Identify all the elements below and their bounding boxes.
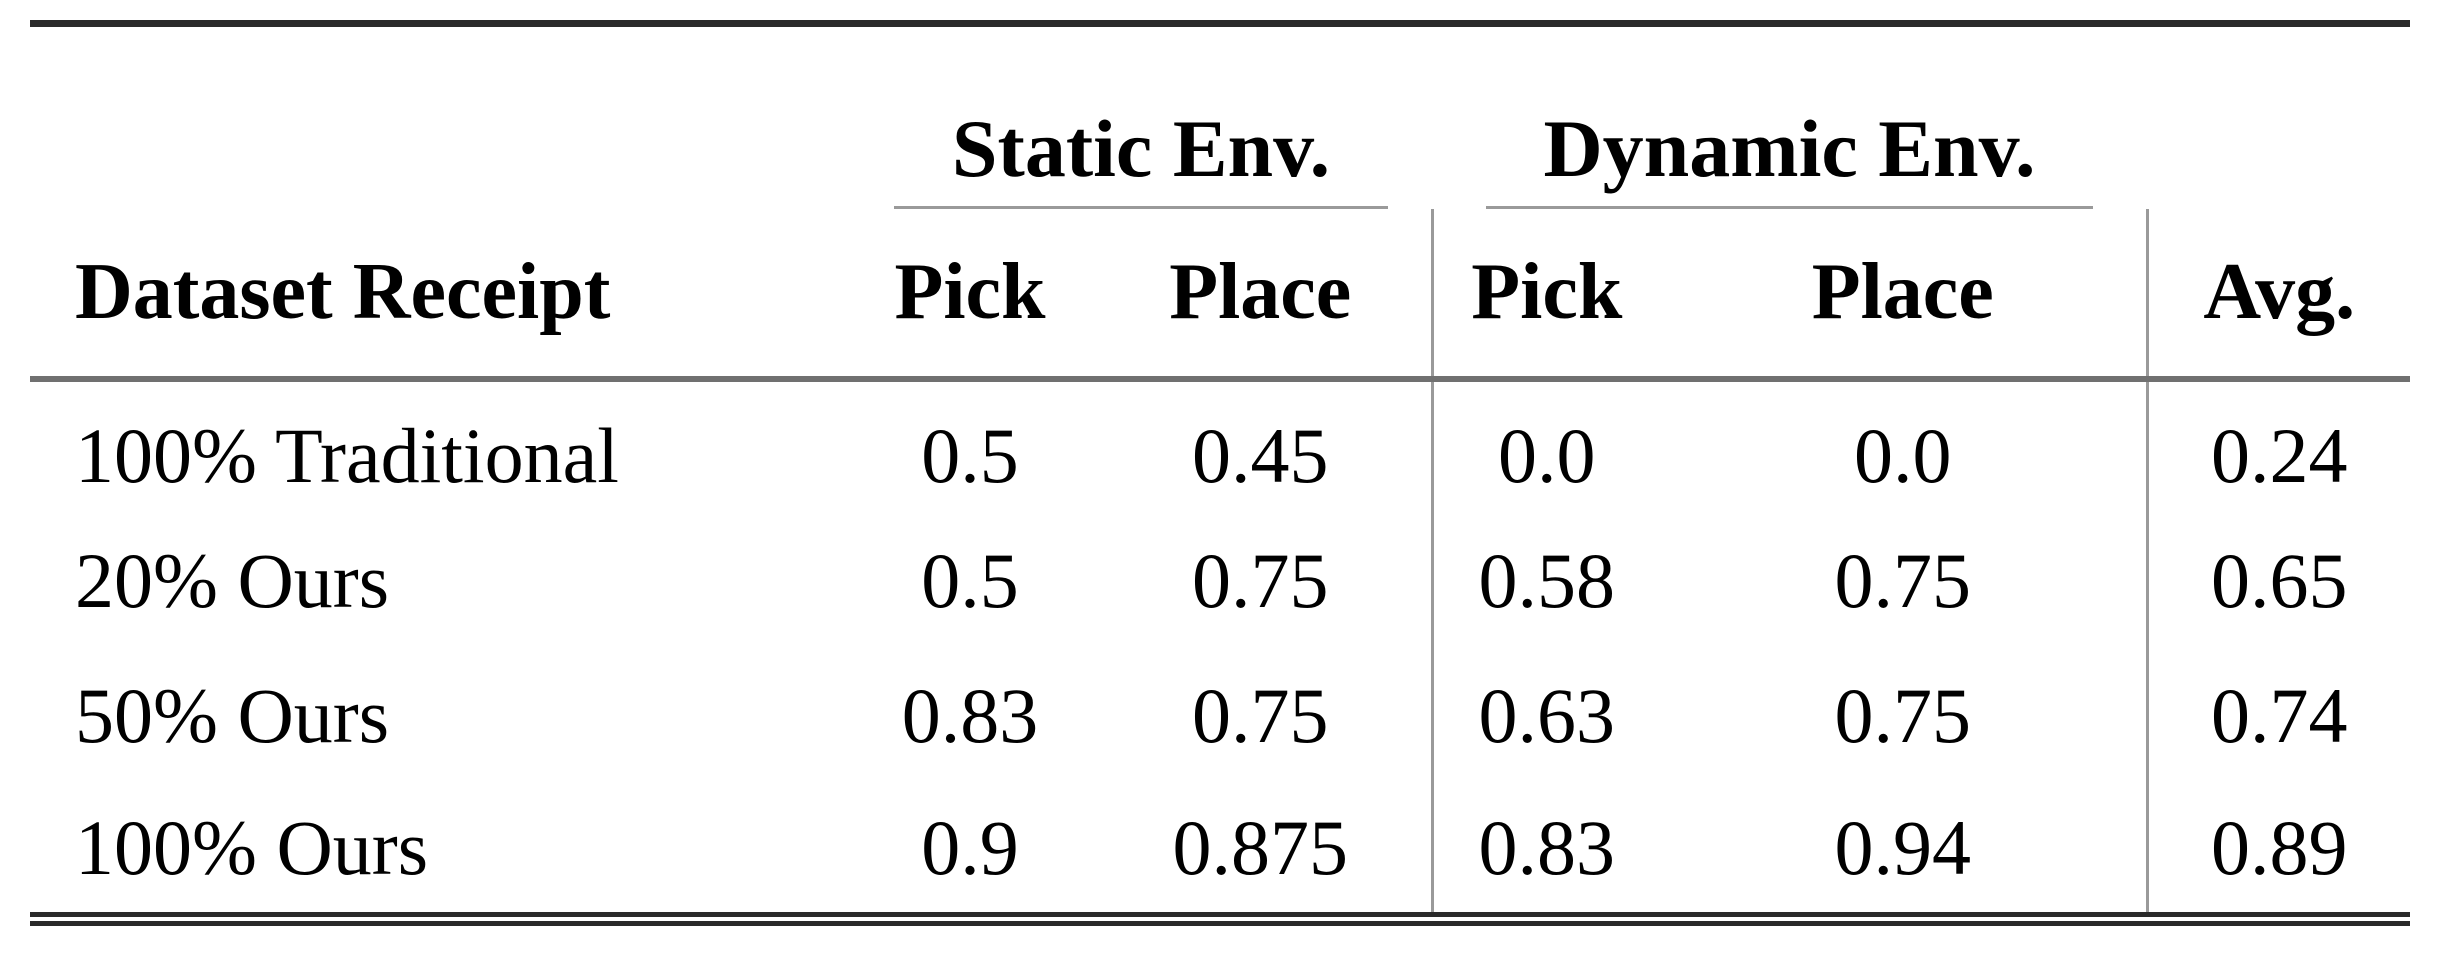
cell-dynamic-place: 0.75 <box>1834 537 1972 624</box>
table-row: 20% Ours 0.5 0.75 0.58 0.75 0.65 <box>30 513 2411 649</box>
group-header-static-env: Static Env. <box>893 107 1389 209</box>
cell-dynamic-place: 0.0 <box>1854 411 1952 499</box>
cell-static-place: 0.75 <box>1192 537 1329 624</box>
cell-static-place: 0.75 <box>1192 672 1329 759</box>
header-dataset-receipt: Dataset Receipt <box>30 208 850 382</box>
group-header-spacer-avg <box>2147 24 2410 209</box>
cell-dynamic-place: 0.94 <box>1660 783 2148 926</box>
table-row: 100% Ours 0.9 0.875 0.83 0.94 0.89 <box>30 783 2411 926</box>
group-header-dynamic-env: Dynamic Env. <box>1485 107 2094 209</box>
column-header-row: Dataset Receipt Pick Place Pick Place Av… <box>30 208 2411 382</box>
header-static-pick: Pick <box>850 208 1090 382</box>
cell-static-place: 0.875 <box>1090 783 1433 926</box>
header-dynamic-place: Place <box>1660 208 2148 382</box>
cell-dataset: 50% Ours <box>75 672 390 759</box>
table-row: 100% Traditional 0.5 0.45 0.0 0.0 0.24 <box>30 378 2411 514</box>
cell-static-pick: 0.83 <box>901 672 1039 759</box>
cell-avg: 0.74 <box>2145 648 2411 784</box>
header-static-place: Place <box>1090 208 1433 382</box>
cell-dynamic-pick: 0.63 <box>1430 648 1661 784</box>
table-row: 50% Ours 0.83 0.75 0.63 0.75 0.74 <box>30 648 2411 784</box>
paper-results-table-figure: Static Env. Dynamic Env. Dataset Receipt… <box>30 20 2411 926</box>
cell-dataset: 100% Traditional <box>75 411 619 499</box>
results-table: Static Env. Dynamic Env. Dataset Receipt… <box>30 20 2411 926</box>
cell-static-pick: 0.5 <box>921 537 1019 624</box>
cell-avg: 0.24 <box>2145 378 2411 514</box>
cell-static-place: 0.45 <box>1192 411 1329 499</box>
group-header-row: Static Env. Dynamic Env. <box>30 24 2410 209</box>
cell-dynamic-pick: 0.58 <box>1430 513 1661 649</box>
cell-avg: 0.89 <box>2145 783 2411 926</box>
cell-dynamic-place: 0.75 <box>1834 672 1972 759</box>
cell-avg: 0.65 <box>2145 513 2411 649</box>
header-avg: Avg. <box>2145 208 2411 382</box>
group-header-dynamic-cell: Dynamic Env. <box>1432 24 2147 209</box>
cell-static-pick: 0.9 <box>850 783 1090 926</box>
cell-static-pick: 0.5 <box>921 411 1019 499</box>
cell-dataset: 20% Ours <box>75 537 390 624</box>
group-header-static-cell: Static Env. <box>850 24 1432 209</box>
cell-dynamic-pick: 0.83 <box>1430 783 1661 926</box>
cell-dynamic-pick: 0.0 <box>1430 378 1661 514</box>
cell-dataset: 100% Ours <box>30 783 850 926</box>
group-header-spacer <box>30 24 850 209</box>
header-dynamic-pick: Pick <box>1430 208 1661 382</box>
